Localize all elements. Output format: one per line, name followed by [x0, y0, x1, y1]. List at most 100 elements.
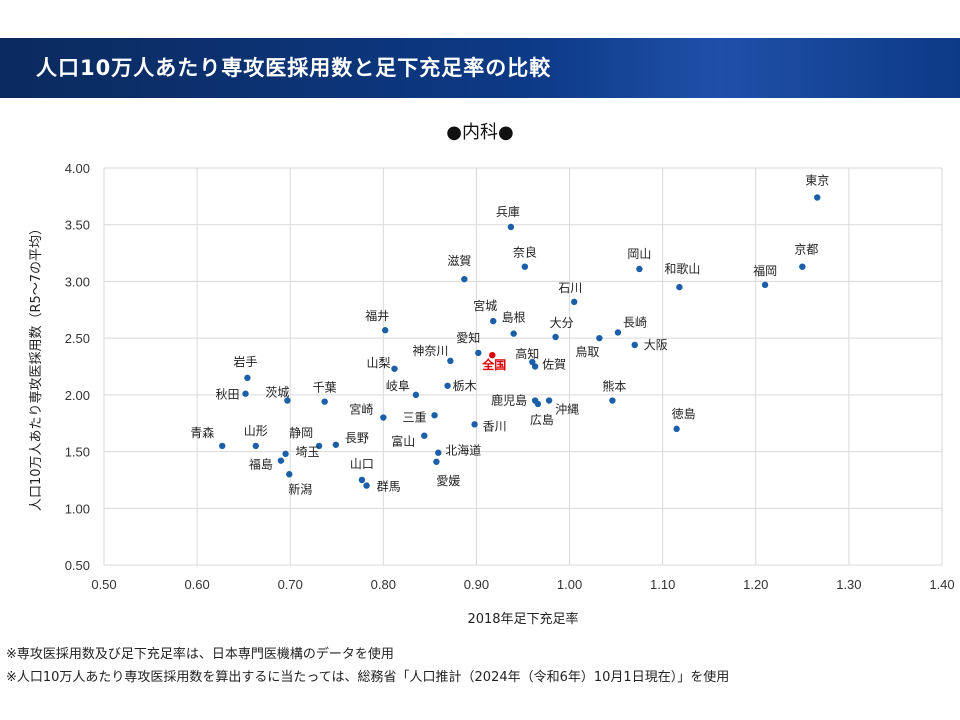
chart-subtitle: ●内科● — [446, 122, 514, 143]
point-label: 全国 — [481, 357, 506, 372]
data-point — [609, 397, 616, 404]
data-point — [571, 298, 578, 306]
point-label: 大阪 — [644, 338, 668, 352]
point-label: 神奈川 — [412, 344, 448, 358]
data-point — [631, 341, 638, 349]
x-tick-label: 0.60 — [184, 577, 209, 592]
point-label: 滋賀 — [447, 254, 471, 268]
data-point — [282, 450, 289, 458]
y-tick-label: 3.50 — [65, 218, 90, 233]
point-label: 岩手 — [233, 354, 257, 369]
point-label: 大分 — [550, 316, 574, 330]
data-point — [431, 412, 438, 419]
data-point — [315, 442, 323, 450]
point-label: 岐阜 — [386, 379, 410, 393]
data-point — [461, 275, 468, 283]
point-label: 長野 — [345, 431, 369, 445]
data-point — [286, 471, 293, 478]
point-label: 長崎 — [623, 315, 647, 329]
point-label: 茨城 — [265, 386, 289, 400]
x-tick-label: 0.90 — [464, 577, 489, 592]
data-point — [761, 281, 769, 289]
point-label: 佐賀 — [542, 358, 566, 372]
data-point — [391, 365, 398, 372]
data-point — [433, 458, 440, 465]
point-label: 石川 — [558, 281, 582, 295]
point-label: 京都 — [794, 243, 818, 257]
data-point — [490, 317, 497, 325]
point-label: 和歌山 — [664, 261, 700, 276]
point-label: 宮崎 — [349, 402, 373, 417]
data-point — [444, 382, 451, 389]
x-tick-label: 1.00 — [557, 577, 582, 592]
point-label: 山口 — [350, 457, 374, 471]
data-point — [475, 349, 482, 357]
data-point — [521, 263, 529, 270]
point-label: 埼玉 — [296, 445, 320, 459]
data-point — [614, 329, 622, 336]
point-label: 福島 — [249, 457, 273, 472]
y-tick-label: 2.00 — [65, 388, 90, 403]
point-label: 兵庫 — [496, 205, 520, 219]
point-label: 熊本 — [602, 379, 626, 394]
data-point — [636, 265, 643, 273]
point-label: 富山 — [391, 434, 415, 449]
data-point — [545, 397, 553, 404]
y-tick-label: 2.50 — [65, 331, 90, 346]
y-tick-label: 3.00 — [65, 274, 90, 289]
y-tick-label: 0.50 — [65, 558, 90, 573]
x-tick-label: 0.80 — [371, 577, 396, 592]
point-label: 東京 — [805, 173, 829, 187]
x-tick-label: 1.20 — [743, 577, 768, 592]
footnote-2: ※人口10万人あたり専攻医採用数を算出するに当たっては、総務省「人口推計（202… — [6, 670, 730, 685]
point-label: 愛知 — [456, 331, 480, 345]
y-axis-label: 人口10万人あたり専攻医採用数（R5～7の平均） — [29, 222, 44, 511]
data-point — [277, 457, 285, 464]
y-tick-label: 4.00 — [65, 161, 90, 176]
data-point — [814, 194, 821, 201]
data-point — [507, 223, 515, 231]
data-point — [447, 357, 454, 365]
data-point — [242, 390, 249, 397]
data-point — [471, 421, 478, 428]
point-label: 北海道 — [445, 443, 481, 458]
page-title: 人口10万人あたり専攻医採用数と足下充足率の比較 — [36, 56, 552, 80]
point-label: 島根 — [502, 310, 526, 325]
point-label: 三重 — [403, 410, 427, 424]
point-label: 福岡 — [753, 263, 777, 278]
data-point — [531, 363, 539, 370]
x-tick-label: 1.40 — [929, 577, 954, 592]
x-tick-label: 1.30 — [836, 577, 861, 592]
scatter-chart: 0.50 0.60 0.70 0.80 0.90 1.00 1.10 1.20 1.30 1.40… — [29, 161, 955, 627]
point-label: 青森 — [190, 425, 214, 440]
header-banner: 人口10万人あたり専攻医採用数と足下充足率の比較 — [0, 38, 960, 98]
point-label: 群馬 — [377, 480, 401, 494]
data-point — [358, 476, 366, 484]
data-point — [244, 374, 251, 382]
data-point — [421, 432, 428, 439]
x-axis-label: 2018年足下充足率 — [467, 611, 578, 627]
data-point — [596, 334, 603, 342]
y-tick-label: 1.00 — [65, 501, 90, 516]
point-label: 沖縄 — [555, 402, 579, 417]
data-point — [381, 327, 389, 334]
point-label: 福井 — [365, 308, 389, 323]
y-tick-label: 1.50 — [65, 445, 90, 460]
data-point — [219, 442, 226, 450]
data-point — [332, 441, 340, 448]
point-label: 広島 — [530, 412, 554, 427]
point-label: 奈良 — [513, 245, 537, 260]
point-label: 愛媛 — [436, 474, 460, 488]
data-point — [676, 283, 683, 291]
data-point — [534, 400, 542, 408]
data-point — [380, 414, 387, 421]
data-point — [321, 398, 328, 405]
data-point — [284, 397, 291, 404]
footnote-1: ※専攻医採用数及び足下充足率は、日本専門医機構のデータを使用 — [6, 647, 394, 662]
point-label: 新潟 — [288, 481, 312, 496]
data-point — [435, 449, 442, 456]
point-label: 香川 — [483, 419, 507, 433]
x-tick-label: 0.50 — [91, 577, 116, 592]
point-label: 鹿児島 — [491, 393, 527, 408]
data-point — [510, 330, 517, 337]
